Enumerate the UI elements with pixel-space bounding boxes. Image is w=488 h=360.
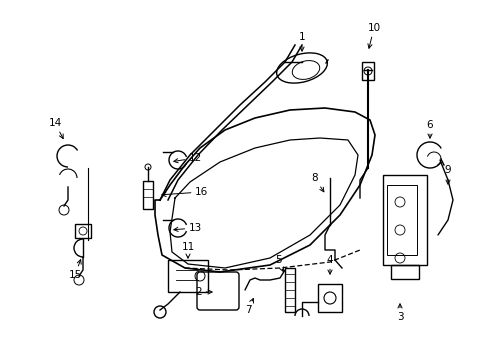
Bar [317, 284, 341, 312]
Text: 11: 11 [181, 242, 194, 258]
Text: 10: 10 [366, 23, 380, 48]
Text: 16: 16 [162, 187, 208, 197]
Text: 4: 4 [326, 255, 333, 274]
Text: 5: 5 [274, 255, 283, 271]
Text: 1: 1 [298, 32, 305, 51]
Bar [382, 175, 426, 265]
Bar [285, 268, 294, 312]
Bar [361, 62, 373, 80]
Bar [386, 185, 416, 255]
Bar [75, 224, 91, 238]
Bar [390, 265, 418, 279]
Text: 8: 8 [311, 173, 323, 192]
Text: 6: 6 [426, 120, 432, 138]
Text: 15: 15 [68, 260, 81, 280]
Text: 9: 9 [444, 165, 450, 184]
Text: 2: 2 [195, 287, 212, 297]
Text: 13: 13 [174, 223, 202, 233]
Text: 12: 12 [173, 153, 202, 163]
Bar [168, 260, 207, 292]
Text: 7: 7 [244, 298, 253, 315]
Bar [142, 181, 153, 209]
Text: 3: 3 [396, 304, 403, 322]
Text: 14: 14 [48, 118, 63, 139]
